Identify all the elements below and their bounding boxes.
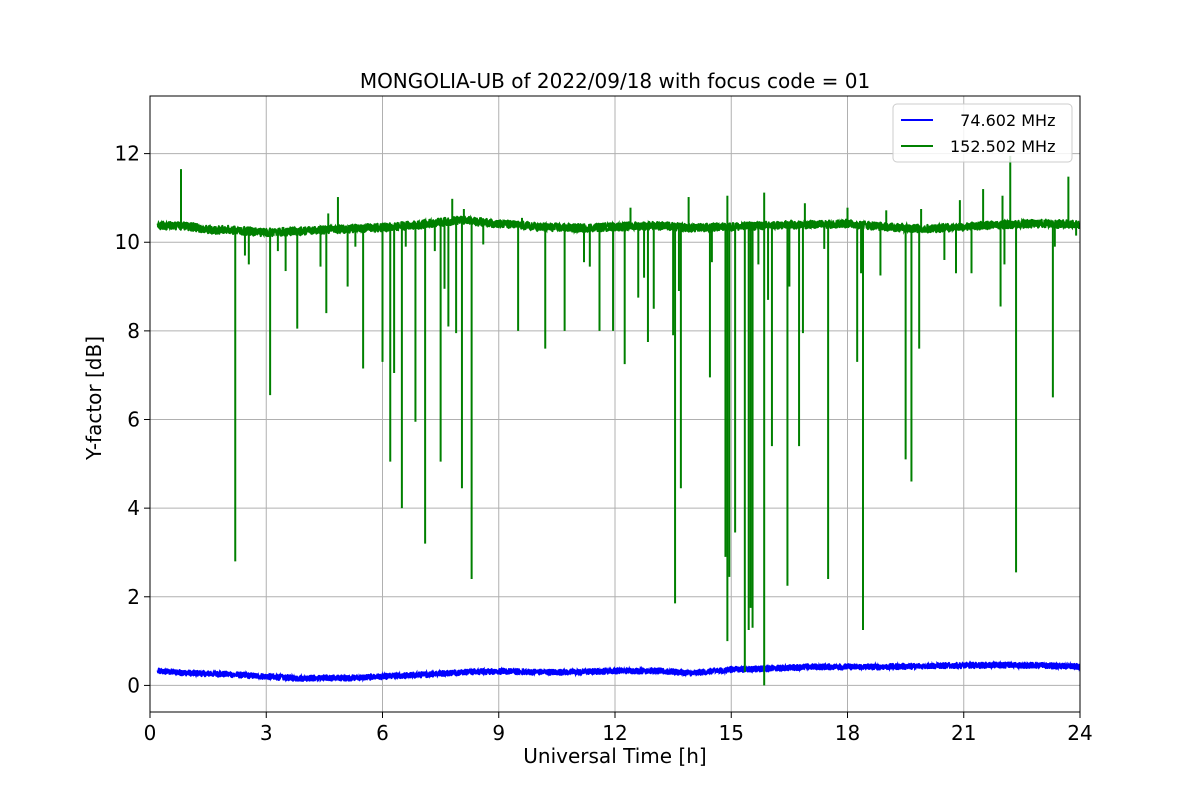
y-tick-label: 6	[127, 408, 140, 432]
y-tick-label: 4	[127, 496, 140, 520]
legend-box	[892, 103, 1073, 163]
x-axis-label: Universal Time [h]	[523, 744, 706, 768]
series-1	[156, 660, 1080, 683]
y-axis-label: Y-factor [dB]	[82, 336, 106, 461]
series-line-band	[156, 214, 1080, 239]
y-tick-label: 2	[127, 585, 140, 609]
y-tick-label: 8	[127, 319, 140, 343]
y-tick-label: 10	[115, 230, 140, 254]
x-tick-label: 6	[376, 721, 389, 745]
legend-label: 74.602 MHz	[950, 111, 1055, 130]
x-tick-label: 24	[1067, 721, 1092, 745]
x-tick-label: 12	[602, 721, 627, 745]
legend: 74.602 MHz 152.502 MHz	[892, 103, 1073, 163]
legend-label: 152.502 MHz	[950, 137, 1055, 156]
y-tick-label: 0	[127, 673, 140, 697]
y-tick-label: 12	[115, 142, 140, 166]
x-tick-label: 0	[144, 721, 157, 745]
series-2	[156, 155, 1080, 686]
x-tick-label: 3	[260, 721, 273, 745]
series-layer	[156, 155, 1080, 686]
series-line-band	[157, 660, 1080, 683]
x-tick-label: 15	[719, 721, 744, 745]
grid-lines	[149, 96, 1081, 712]
chart-title: MONGOLIA-UB of 2022/09/18 with focus cod…	[360, 69, 870, 93]
x-tick-label: 9	[492, 721, 505, 745]
x-tick-label: 21	[951, 721, 976, 745]
x-tick-label: 18	[835, 721, 860, 745]
